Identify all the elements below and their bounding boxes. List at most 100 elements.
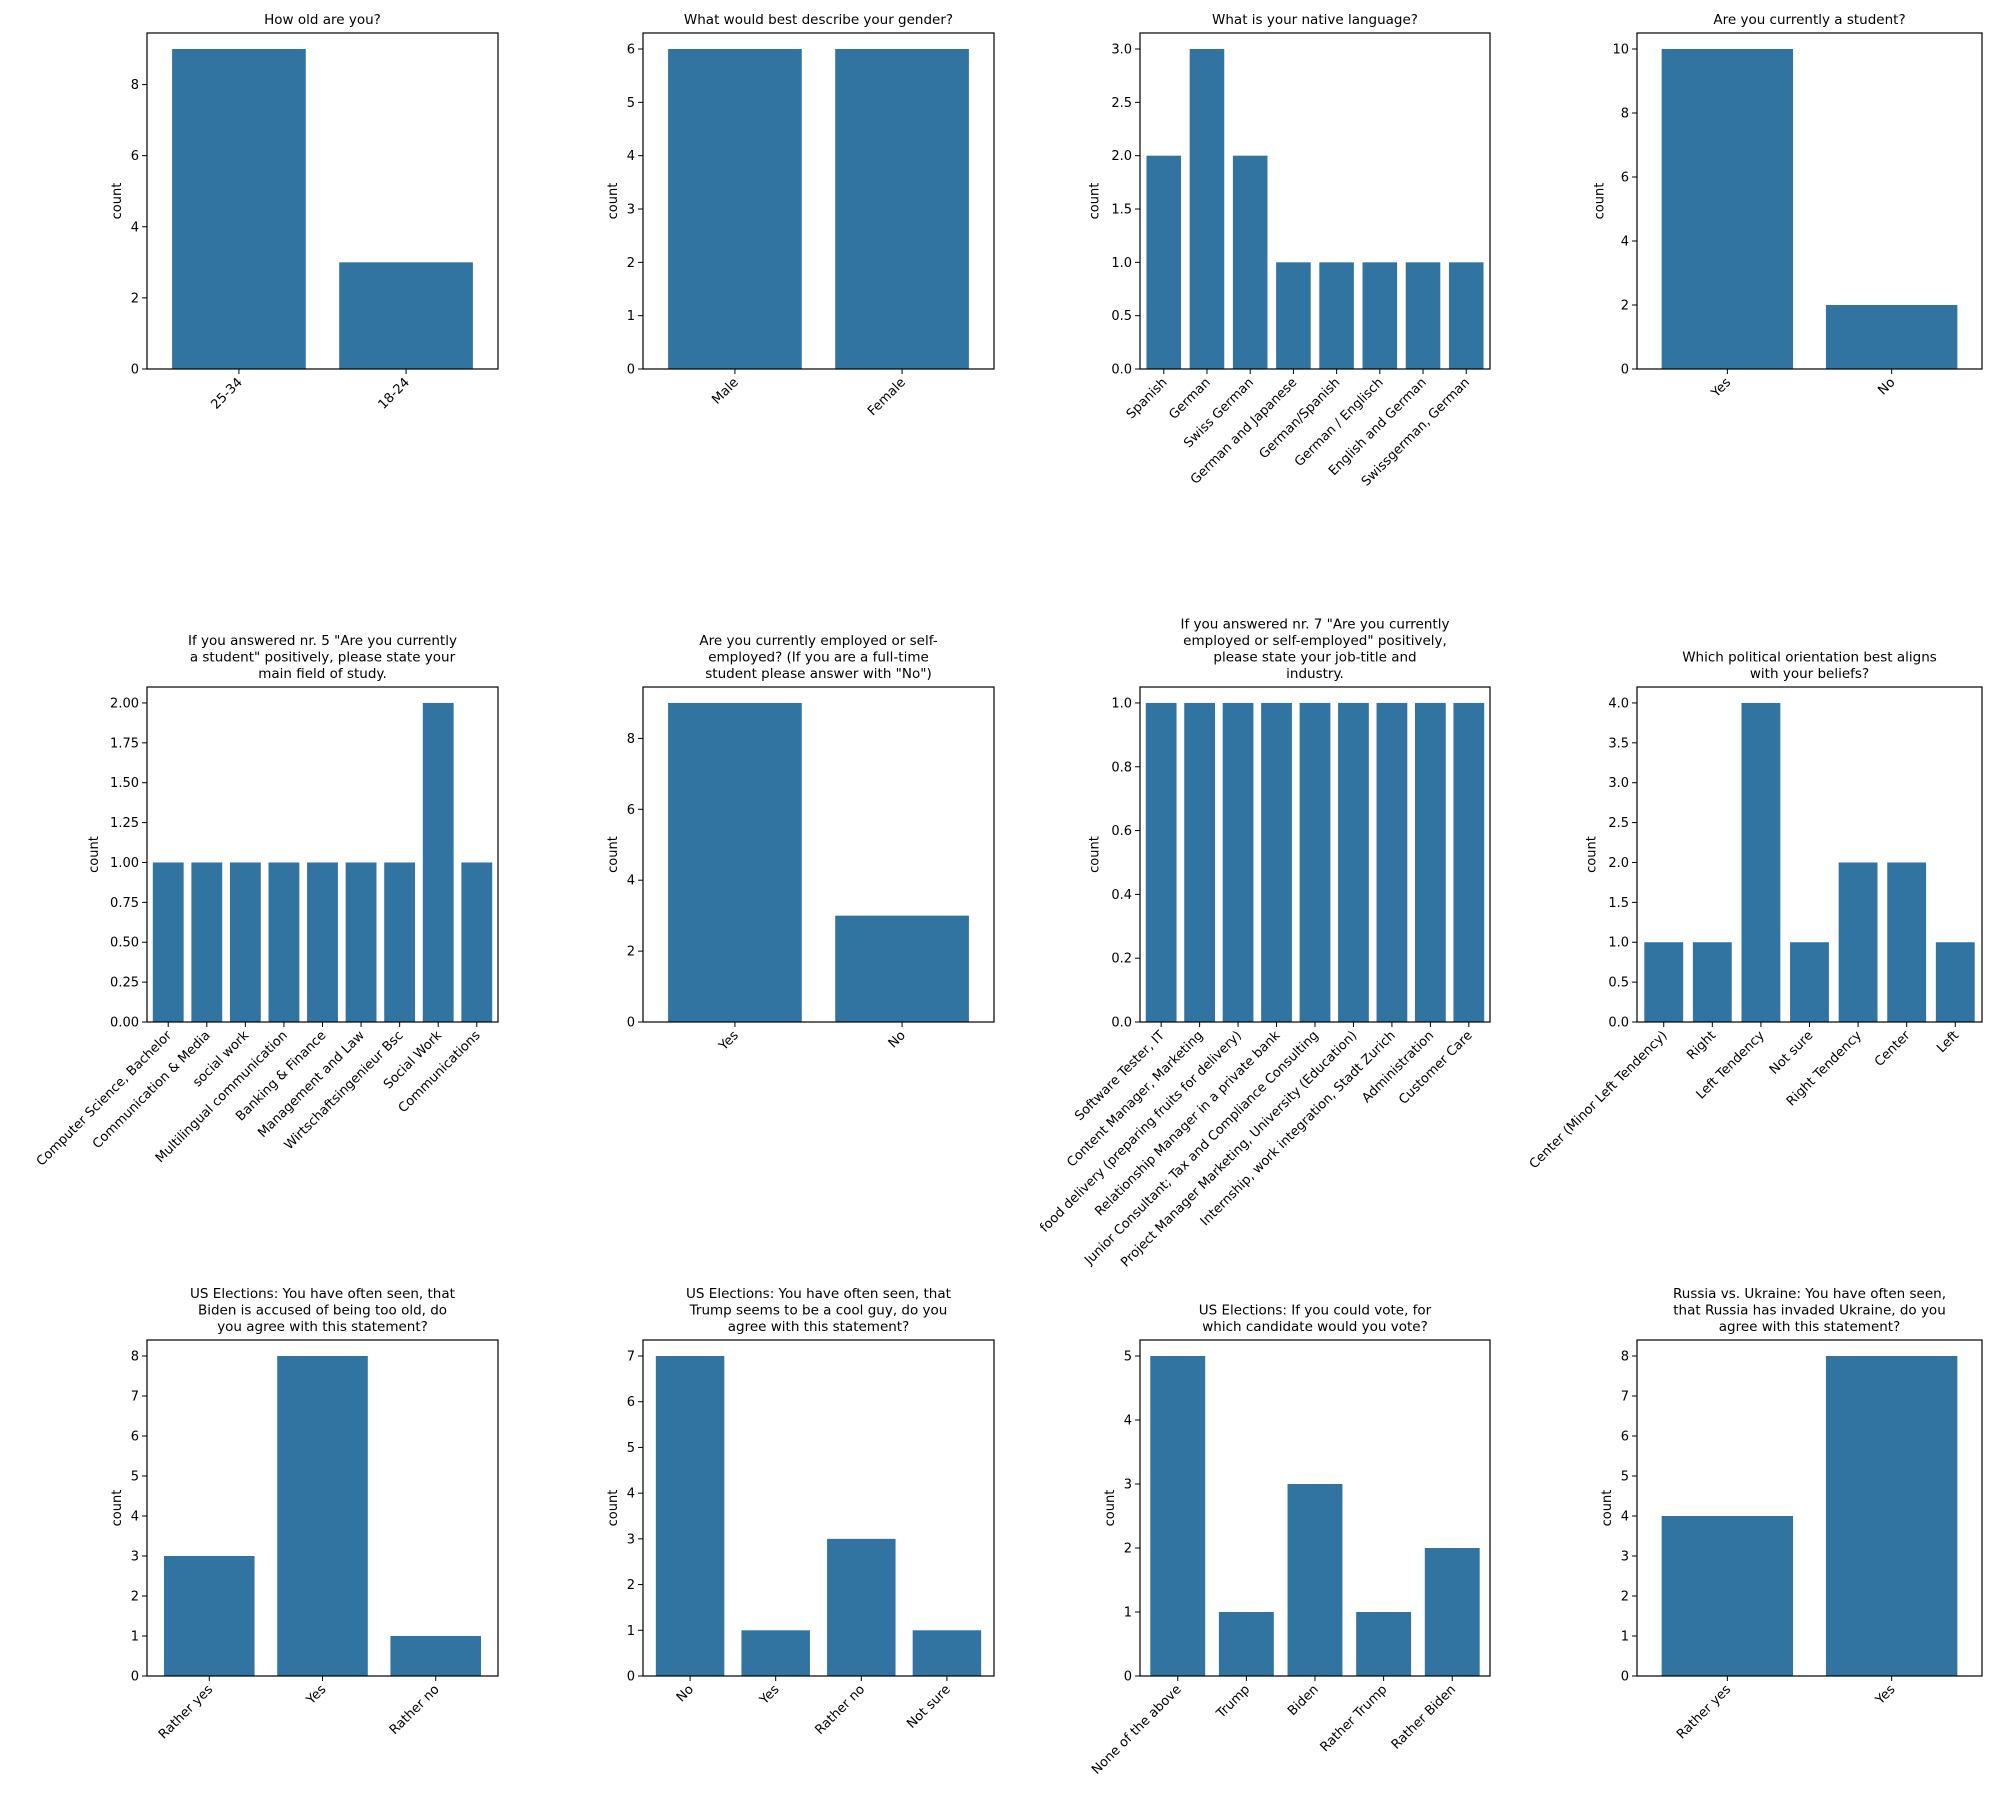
subplot-1: 0 2 4 6 8 25-34 18-24 count How old are you? [110, 12, 499, 413]
bar [1692, 942, 1732, 1022]
bar [1887, 862, 1927, 1022]
x-tick-label: Yes [1708, 375, 1734, 401]
chart-title: What would best describe your gender? [684, 12, 953, 28]
axes-frame [1636, 1339, 1983, 1677]
x-tick-label: Yes [303, 1682, 329, 1708]
bar [1935, 942, 1975, 1022]
bar [835, 915, 969, 1022]
x-tick-label: None of the above [1089, 1682, 1184, 1777]
y-tick-label: 0.8 [1111, 760, 1132, 775]
x-tick-label: Computer Science, Bachelor [34, 1028, 176, 1170]
bar [390, 1636, 482, 1676]
axes-frame [1636, 32, 1983, 370]
y-tick-label: 1.5 [1111, 203, 1132, 218]
y-tick-label: 0 [1621, 1670, 1629, 1685]
y-tick-label: 7 [131, 1390, 139, 1405]
bar [1838, 862, 1878, 1022]
chart-title-line: agree with this statement? [1719, 1319, 1901, 1335]
y-tick-label: 0.0 [1111, 1016, 1132, 1031]
subplot-5: 0.00 0.25 0.50 0.75 1.00 1.25 1.50 1.75 2.00 Comp… [34, 633, 499, 1170]
axes-frame [1139, 32, 1491, 370]
y-tick-label: 6 [627, 803, 635, 818]
bar [1276, 262, 1311, 369]
y-tick-label: 1.5 [1608, 896, 1629, 911]
bar [1415, 702, 1446, 1022]
chart-title-line: US Elections: If you could vote, for [1199, 1303, 1432, 1319]
chart-title-line: please state your job-title and [1213, 650, 1416, 666]
y-tick-label: 2.0 [1111, 149, 1132, 164]
y-tick-label: 4 [1621, 1510, 1629, 1525]
y-tick-label: 8 [1621, 107, 1629, 122]
x-tick-label: Female [865, 375, 909, 419]
bar [1661, 1516, 1794, 1676]
x-tick-label: Center [1872, 1028, 1914, 1070]
bar [1424, 1548, 1480, 1676]
y-tick-label: 6 [131, 1430, 139, 1445]
y-axis-label: count [87, 836, 102, 873]
y-tick-label: 1 [1124, 1606, 1132, 1621]
x-tick-label: German/Spanish [1257, 375, 1344, 462]
x-tick-label: Rather no [387, 1682, 443, 1738]
bar [307, 862, 338, 1022]
chart-title-line: Trump seems to be a cool guy, do you [689, 1303, 948, 1319]
bar [1741, 702, 1781, 1022]
bar [461, 862, 493, 1022]
y-tick-label: 3.5 [1608, 736, 1629, 751]
y-tick-label: 3 [1621, 1550, 1629, 1565]
y-tick-label: 8 [1621, 1350, 1629, 1365]
chart-title-line: What would best describe your gender? [684, 12, 953, 28]
y-tick-label: 1.25 [110, 816, 139, 831]
chart-title-line: that Russia has invaded Ukraine, do you [1673, 1303, 1946, 1319]
y-tick-label: 6 [627, 43, 635, 58]
x-tick-label: Spanish [1124, 375, 1171, 422]
y-tick-label: 3.0 [1111, 43, 1132, 58]
bar [1448, 262, 1484, 369]
y-axis-label: count [1592, 183, 1607, 220]
y-axis-label: count [110, 1490, 125, 1527]
subplot-10: 0 1 2 3 4 5 6 7 No Yes Rather no Not sure count US El… [606, 1286, 995, 1738]
chart-title-line: a student" positively, please state your [190, 650, 456, 666]
y-axis-label: count [1103, 1490, 1118, 1527]
y-tick-label: 4 [1621, 235, 1629, 250]
y-axis-label: count [1600, 1490, 1615, 1527]
y-tick-label: 0.00 [110, 1016, 139, 1031]
bar [827, 1538, 896, 1676]
chart-title-line: How old are you? [264, 12, 381, 28]
y-tick-label: 2.5 [1111, 96, 1132, 111]
y-tick-label: 7 [627, 1350, 635, 1365]
x-tick-label: Center (Minor Left Tendency) [1527, 1028, 1671, 1172]
chart-title: If you answered nr. 5 "Are you currently… [188, 633, 457, 682]
y-tick-label: 2.0 [1608, 856, 1629, 871]
y-tick-label: 3 [627, 203, 635, 218]
y-tick-label: 0 [627, 363, 635, 378]
bar [172, 49, 306, 369]
y-tick-label: 0 [131, 363, 139, 378]
y-tick-label: 0.50 [110, 936, 139, 951]
chart-title: US Elections: You have often seen, that B… [190, 1286, 455, 1335]
bar [835, 49, 969, 369]
subplot-8: 0.0 0.5 1.0 1.5 2.0 2.5 3.0 3.5 4.0 Center (Minor… [1527, 650, 1983, 1172]
axes-frame [642, 32, 995, 370]
y-axis-label: count [606, 183, 621, 220]
bar [1218, 1612, 1274, 1676]
bar [191, 862, 223, 1022]
y-tick-label: 0.75 [110, 896, 139, 911]
y-tick-label: 3.0 [1608, 776, 1629, 791]
chart-title-line: If you answered nr. 7 "Are you currently [1181, 617, 1450, 633]
y-tick-label: 0.0 [1111, 363, 1132, 378]
bar [741, 1630, 810, 1676]
chart-title-line: agree with this statement? [728, 1319, 910, 1335]
y-tick-label: 1 [131, 1630, 139, 1645]
bar [268, 862, 300, 1022]
bar [655, 1356, 725, 1676]
bar [1405, 262, 1441, 369]
bar [1644, 942, 1684, 1022]
y-tick-label: 0 [627, 1670, 635, 1685]
subplot-3: 0.00.51.01.52.02.53.0SpanishGermanSwiss … [1088, 12, 1491, 489]
x-tick-label: Trump [1213, 1682, 1253, 1722]
chart-title: US Elections: If you could vote, for whic… [1199, 1303, 1432, 1336]
chart-title-line: Are you currently employed or self- [699, 633, 937, 649]
chart-title-line: If you answered nr. 5 "Are you currently [188, 633, 457, 649]
axes-frame [642, 686, 995, 1023]
y-tick-label: 4.0 [1608, 696, 1629, 711]
